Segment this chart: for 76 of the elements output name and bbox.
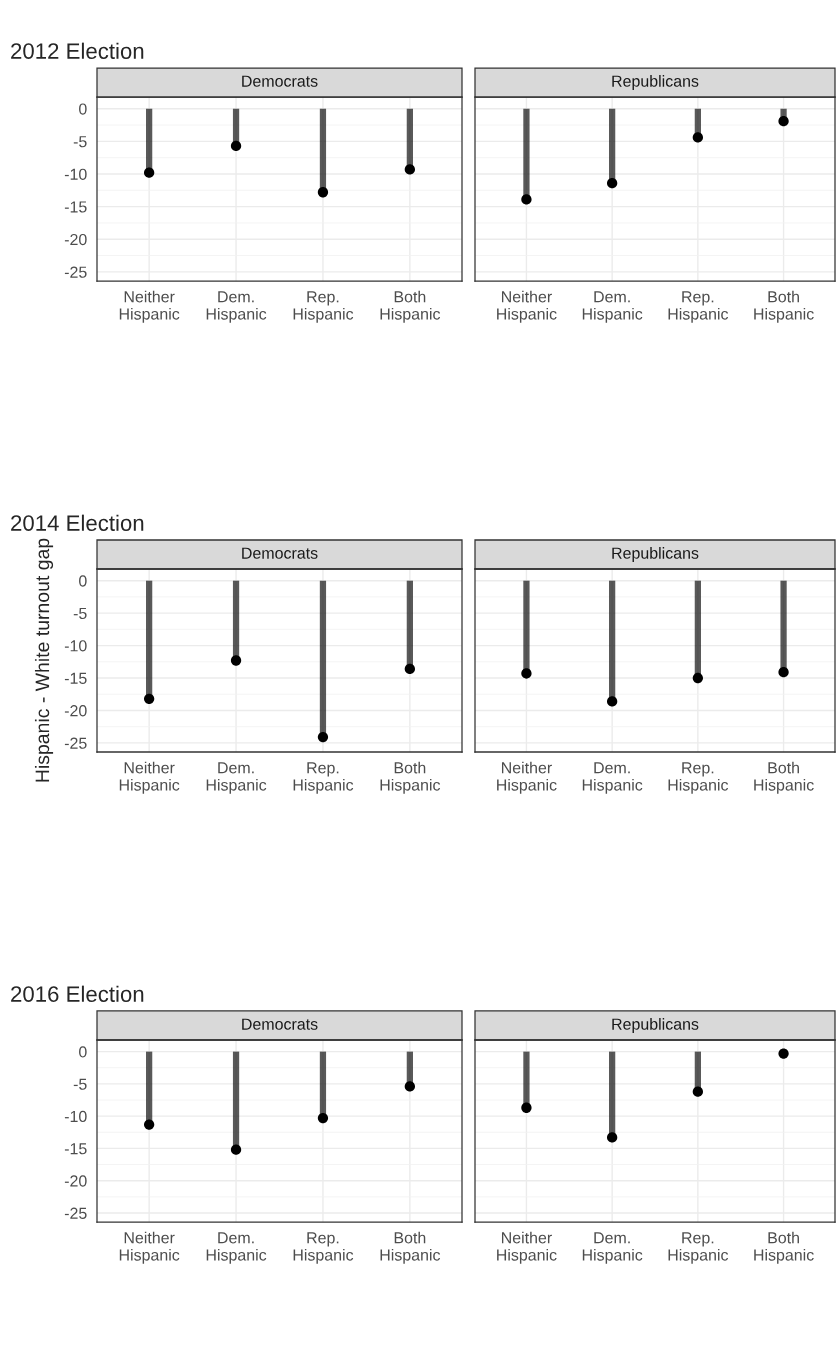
chart-subtitle: Republicans (612, 1018, 699, 1033)
y-tick-label: -10 (64, 168, 87, 180)
x-tick-label: Rep. Hispanic (668, 762, 729, 794)
y-tick-label: -5 (73, 1078, 87, 1090)
point (143, 167, 155, 178)
y-tick-label: -15 (64, 201, 87, 213)
point (606, 696, 618, 707)
chart-subtitle: Republicans (612, 547, 699, 562)
point (317, 1112, 329, 1124)
x-tick-label: Dem. Hispanic (582, 762, 643, 794)
x-tick-label: Neither Hispanic (119, 290, 180, 323)
y-tick-label: -15 (64, 672, 87, 684)
x-tick-label: Both Hispanic (754, 1231, 814, 1264)
y-tick-label: -10 (64, 1110, 87, 1123)
x-tick-label: Dem. Hispanic (206, 291, 267, 323)
chart-title: 2012 Election (11, 42, 144, 59)
point (317, 731, 329, 743)
y-axis-title: Hispanic - White turnout gap (34, 538, 54, 782)
chart-subtitle: Republicans (612, 75, 699, 90)
point (778, 667, 789, 678)
point (692, 132, 704, 143)
x-tick-label: Both Hispanic (380, 290, 441, 323)
x-tick-label: Dem. Hispanic (582, 291, 643, 323)
x-tick-label: Neither Hispanic (119, 1231, 180, 1264)
point (606, 1132, 618, 1143)
y-tick-label: -5 (73, 607, 87, 620)
x-tick-label: Both Hispanic (754, 761, 814, 794)
y-tick-label: -5 (73, 136, 87, 148)
point (230, 655, 242, 666)
x-tick-label: Rep. Hispanic (668, 291, 729, 323)
point (404, 164, 416, 175)
x-tick-label: Dem. Hispanic (582, 1232, 643, 1264)
x-tick-label: Dem. Hispanic (206, 1232, 267, 1264)
point (317, 187, 329, 198)
y-tick-label: 0 (79, 1046, 87, 1058)
y-tick-label: -20 (64, 1175, 87, 1187)
x-tick-label: Rep. Hispanic (293, 1232, 354, 1264)
point (404, 663, 416, 675)
point (778, 1048, 789, 1059)
y-tick-label: 0 (79, 103, 87, 115)
chart-title: 2014 Election (11, 514, 144, 531)
point (521, 668, 532, 679)
x-tick-label: Neither Hispanic (497, 1231, 557, 1264)
x-tick-label: Rep. Hispanic (293, 291, 354, 323)
chart-subtitle: Democrats (242, 1018, 318, 1030)
x-tick-label: Both Hispanic (380, 1231, 441, 1264)
point (230, 1144, 242, 1155)
point (230, 140, 242, 152)
point (692, 672, 704, 684)
x-tick-label: Both Hispanic (380, 761, 441, 794)
y-tick-label: -20 (64, 233, 87, 246)
point (521, 1102, 532, 1113)
y-tick-label: -15 (64, 1143, 87, 1155)
point (692, 1086, 704, 1097)
y-tick-label: -10 (64, 640, 87, 652)
chart-subtitle: Democrats (242, 75, 318, 87)
y-tick-label: -20 (64, 705, 87, 717)
y-tick-label: 0 (79, 575, 87, 587)
x-tick-label: Dem. Hispanic (206, 762, 267, 794)
chart-title: 2016 Election (11, 985, 144, 1002)
y-tick-label: -25 (64, 737, 87, 749)
y-tick-label: -25 (64, 266, 87, 278)
point (143, 1119, 155, 1130)
x-tick-label: Neither Hispanic (119, 761, 180, 794)
point (521, 194, 532, 205)
point (404, 1081, 416, 1092)
x-tick-label: Both Hispanic (754, 290, 814, 323)
point (606, 177, 618, 189)
x-tick-label: Neither Hispanic (497, 290, 557, 323)
point (143, 693, 155, 704)
point (778, 115, 789, 127)
y-tick-label: -25 (64, 1207, 87, 1219)
x-tick-label: Rep. Hispanic (668, 1232, 729, 1264)
x-tick-label: Rep. Hispanic (293, 762, 354, 794)
chart-subtitle: Democrats (242, 547, 318, 559)
x-tick-label: Neither Hispanic (497, 761, 557, 794)
